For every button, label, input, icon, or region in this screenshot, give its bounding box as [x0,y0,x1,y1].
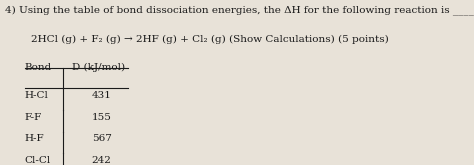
Text: 2HCl (g) + F₂ (g) → 2HF (g) + Cl₂ (g) (Show Calculations) (5 points): 2HCl (g) + F₂ (g) → 2HF (g) + Cl₂ (g) (S… [31,35,389,44]
Text: Bond: Bond [25,63,52,72]
Text: 567: 567 [91,134,111,143]
Text: D (kJ/mol): D (kJ/mol) [72,63,125,72]
Text: Cl-Cl: Cl-Cl [25,156,51,165]
Text: 155: 155 [91,113,111,122]
Text: 4) Using the table of bond dissociation energies, the ΔH for the following react: 4) Using the table of bond dissociation … [5,6,474,15]
Text: 242: 242 [91,156,111,165]
Text: H-F: H-F [25,134,45,143]
Text: F-F: F-F [25,113,42,122]
Text: H-Cl: H-Cl [25,91,49,100]
Text: 431: 431 [91,91,111,100]
